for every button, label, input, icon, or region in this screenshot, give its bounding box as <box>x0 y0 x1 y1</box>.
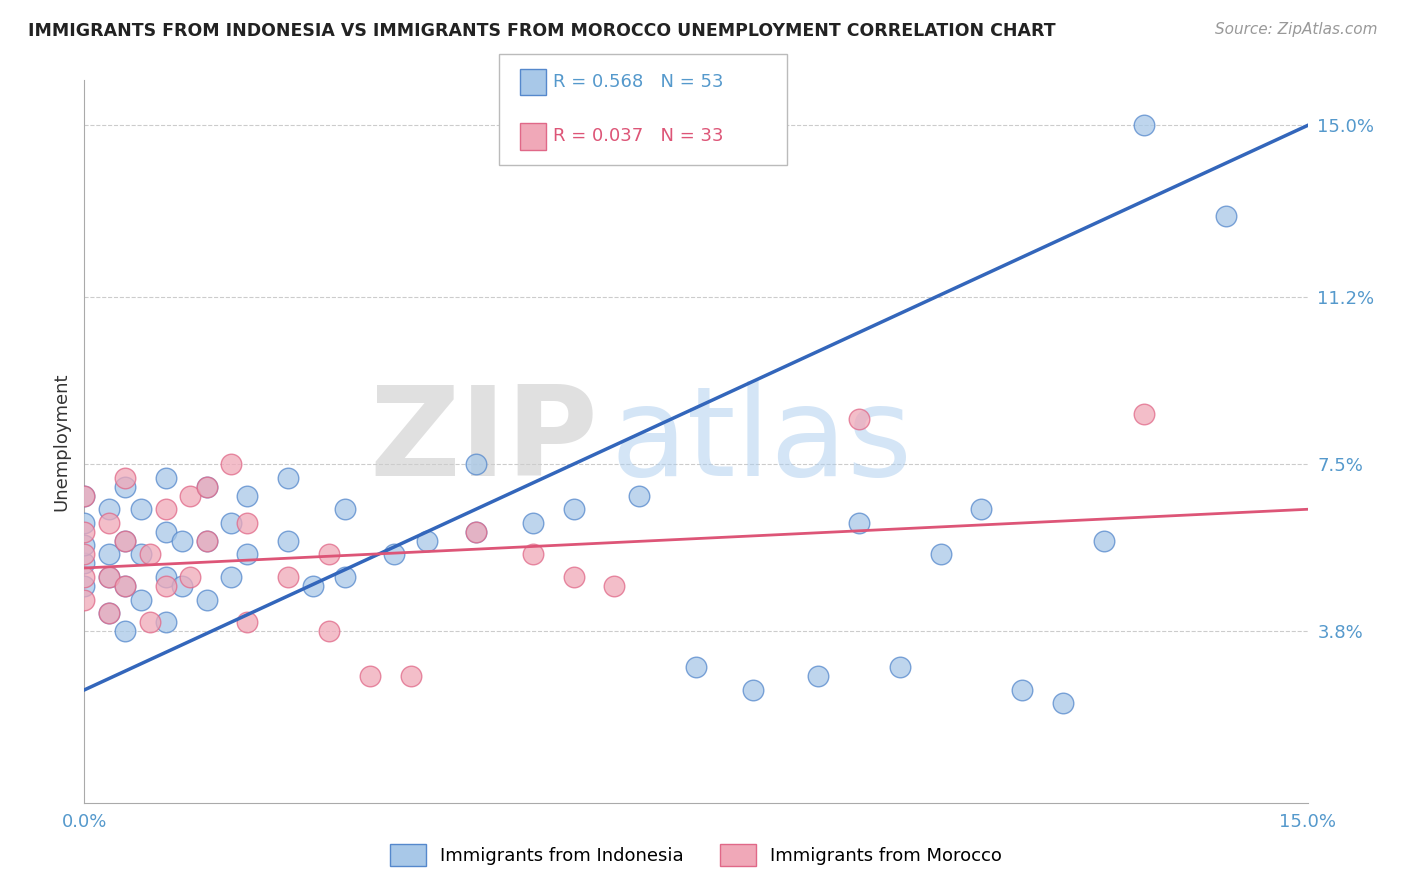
Point <box>603 579 626 593</box>
Point <box>155 524 177 539</box>
Point <box>97 502 120 516</box>
Point <box>929 548 952 562</box>
Point <box>73 538 96 552</box>
Point <box>114 480 136 494</box>
Point <box>155 502 177 516</box>
Point <box>1133 119 1156 133</box>
Point <box>97 606 120 620</box>
Point <box>1011 682 1033 697</box>
Point <box>301 579 323 593</box>
Point <box>195 480 218 494</box>
Text: atlas: atlas <box>610 381 912 502</box>
Point <box>1133 408 1156 422</box>
Point <box>970 502 993 516</box>
Point <box>179 570 201 584</box>
Point <box>73 592 96 607</box>
Point <box>114 533 136 548</box>
Point <box>172 579 194 593</box>
Point <box>155 570 177 584</box>
Point <box>848 412 870 426</box>
Point <box>114 533 136 548</box>
Text: Source: ZipAtlas.com: Source: ZipAtlas.com <box>1215 22 1378 37</box>
Point <box>97 548 120 562</box>
Point <box>114 624 136 639</box>
Point <box>73 489 96 503</box>
Point <box>155 615 177 630</box>
Point <box>97 570 120 584</box>
Point <box>236 548 259 562</box>
Point <box>382 548 405 562</box>
Point <box>807 669 830 683</box>
Point <box>359 669 381 683</box>
Point <box>172 533 194 548</box>
Point <box>464 524 486 539</box>
Point <box>1215 209 1237 223</box>
Point <box>219 516 242 530</box>
Point <box>522 516 544 530</box>
Point <box>742 682 765 697</box>
Point <box>464 457 486 471</box>
Point <box>416 533 439 548</box>
Point <box>318 548 340 562</box>
Point <box>138 548 160 562</box>
Point <box>131 592 153 607</box>
Point <box>522 548 544 562</box>
Point <box>277 471 299 485</box>
Point <box>848 516 870 530</box>
Text: ZIP: ZIP <box>370 381 598 502</box>
Point <box>114 579 136 593</box>
Point <box>236 489 259 503</box>
Point <box>1052 697 1074 711</box>
Point <box>318 624 340 639</box>
Point <box>97 516 120 530</box>
Point <box>97 570 120 584</box>
Text: R = 0.037   N = 33: R = 0.037 N = 33 <box>553 128 723 145</box>
Point <box>73 489 96 503</box>
Point <box>195 533 218 548</box>
Point <box>1092 533 1115 548</box>
Point <box>627 489 650 503</box>
Point <box>562 570 585 584</box>
Point <box>399 669 422 683</box>
Point <box>685 660 707 674</box>
Point <box>335 502 357 516</box>
Point <box>195 533 218 548</box>
Point <box>73 516 96 530</box>
Y-axis label: Unemployment: Unemployment <box>52 372 70 511</box>
Point <box>114 579 136 593</box>
Point <box>219 570 242 584</box>
Text: IMMIGRANTS FROM INDONESIA VS IMMIGRANTS FROM MOROCCO UNEMPLOYMENT CORRELATION CH: IMMIGRANTS FROM INDONESIA VS IMMIGRANTS … <box>28 22 1056 40</box>
Point <box>219 457 242 471</box>
Point <box>155 471 177 485</box>
Point <box>277 533 299 548</box>
Point <box>138 615 160 630</box>
Point <box>73 548 96 562</box>
Point <box>889 660 911 674</box>
Point <box>236 516 259 530</box>
Point <box>335 570 357 584</box>
Point <box>97 606 120 620</box>
Point <box>236 615 259 630</box>
Point <box>114 471 136 485</box>
Point <box>195 592 218 607</box>
Point <box>464 524 486 539</box>
Point <box>73 557 96 571</box>
Point <box>73 524 96 539</box>
Point <box>277 570 299 584</box>
Point <box>73 579 96 593</box>
Point <box>73 570 96 584</box>
Point <box>179 489 201 503</box>
Point <box>155 579 177 593</box>
Text: R = 0.568   N = 53: R = 0.568 N = 53 <box>553 73 723 91</box>
Point <box>562 502 585 516</box>
Legend: Immigrants from Indonesia, Immigrants from Morocco: Immigrants from Indonesia, Immigrants fr… <box>389 844 1002 866</box>
Point <box>131 502 153 516</box>
Point <box>131 548 153 562</box>
Point <box>195 480 218 494</box>
